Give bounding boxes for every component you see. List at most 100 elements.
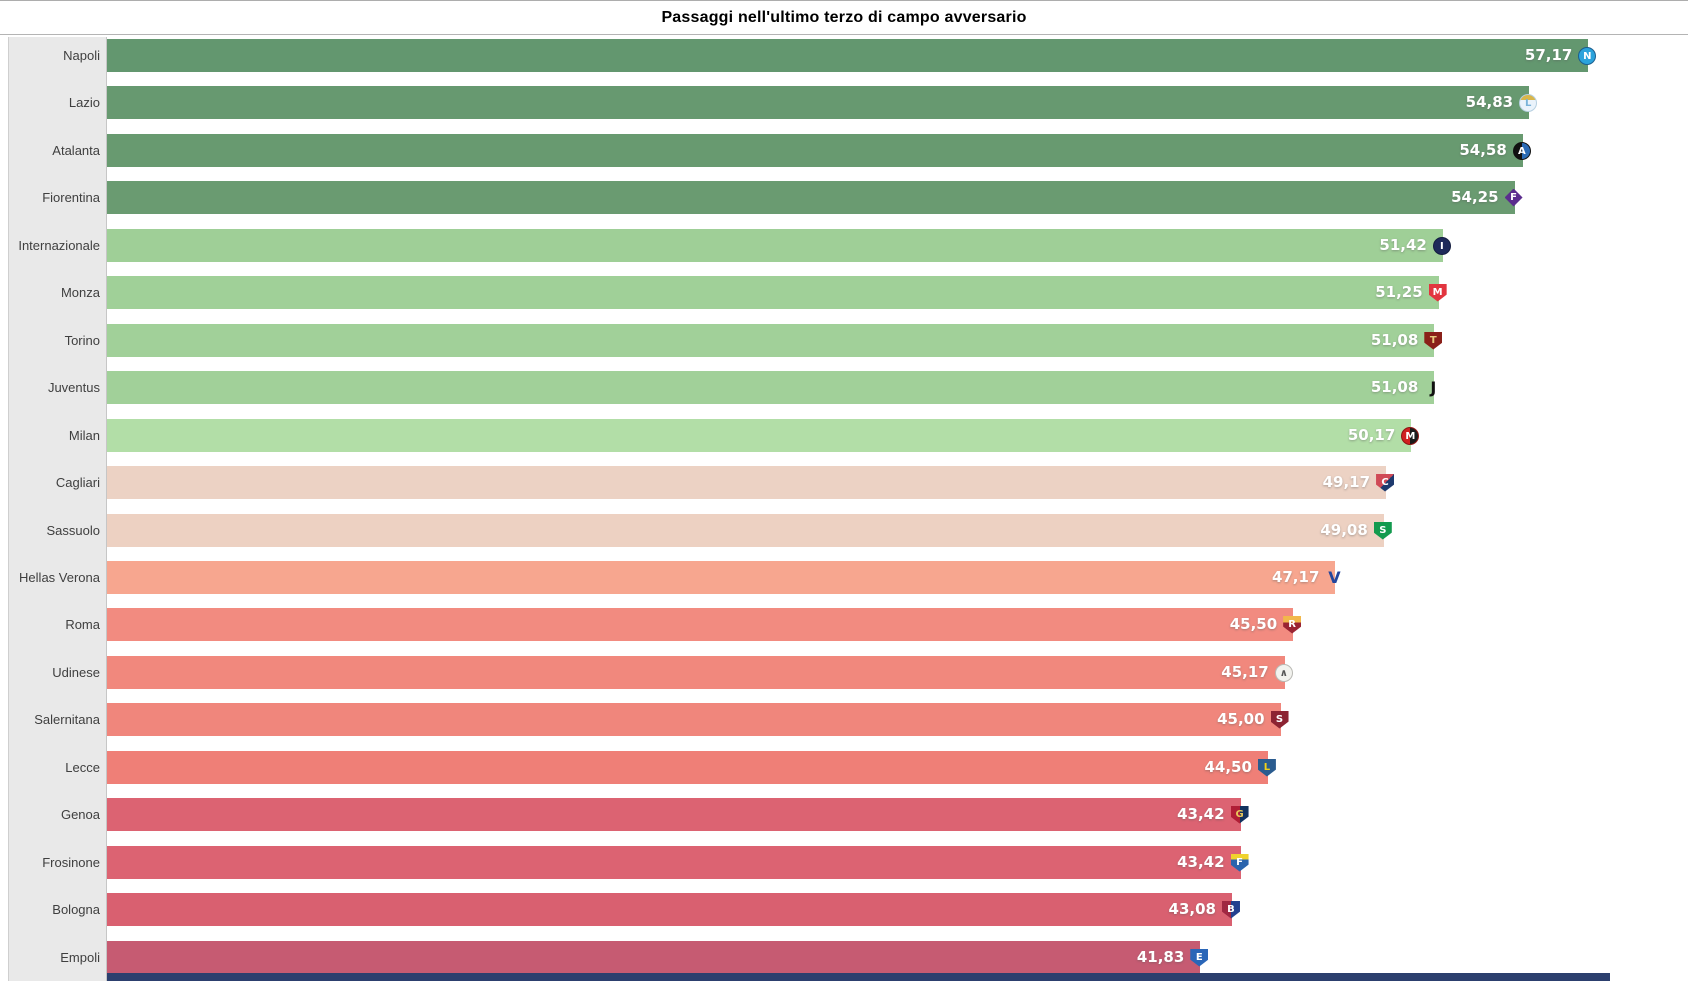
bar-row: Milan 50,17 M: [8, 419, 1688, 452]
chart-title: Passaggi nell'ultimo terzo di campo avve…: [661, 8, 1027, 26]
napoli-bar[interactable]: 57,17 N: [107, 39, 1597, 72]
torino-value-label: 51,08: [1370, 331, 1419, 349]
genoa-value-label: 43,42: [1177, 805, 1225, 823]
atalanta-value-label: 54,58: [1459, 141, 1507, 159]
bologna-crest-icon: B: [1221, 900, 1240, 919]
bar-row: Bologna 43,08 B: [8, 893, 1688, 926]
bar-row: Fiorentina 54,25 F: [8, 181, 1688, 214]
empoli-value-label: 41,83: [1136, 948, 1185, 966]
bar-row: Genoa 43,42 G: [8, 798, 1688, 831]
bar-track: 49,08 S: [107, 514, 1610, 547]
udinese-axis-label: Udinese: [52, 665, 100, 680]
bar-row: Lazio 54,83 L: [8, 86, 1688, 119]
monza-axis-label: Monza: [60, 285, 100, 300]
cagliari-crest-icon: C: [1376, 473, 1395, 492]
monza-crest-icon: M: [1428, 283, 1447, 302]
lecce-value-label: 44,50: [1204, 758, 1252, 776]
sassuolo-bar[interactable]: 49,08 S: [107, 514, 1392, 547]
bar-track: 41,83 E: [107, 941, 1610, 974]
napoli-crest-icon: N: [1578, 46, 1597, 65]
sassuolo-axis-label: Sassuolo: [46, 523, 100, 538]
bar-track: 54,58 A: [107, 134, 1610, 167]
hellas-verona-value-label: 47,17: [1271, 568, 1320, 586]
bar-row: Napoli 57,17 N: [8, 39, 1688, 72]
bar-track: 54,25 F: [107, 181, 1610, 214]
udinese-bar[interactable]: 45,17 ∧: [107, 656, 1293, 689]
bar-track: 51,08 J: [107, 371, 1610, 404]
bologna-axis-label: Bologna: [52, 902, 100, 917]
atalanta-crest-icon: A: [1512, 141, 1531, 160]
bar-track: 51,08 T: [107, 324, 1610, 357]
bar-track: 51,25 M: [107, 276, 1610, 309]
bar-row: Frosinone 43,42 F: [8, 846, 1688, 879]
bar-row: Hellas Verona 47,17 V: [8, 561, 1688, 594]
roma-bar[interactable]: 45,50 R: [107, 608, 1302, 641]
bar-track: 45,00 S: [107, 703, 1610, 736]
bar-row: Sassuolo 49,08 S: [8, 514, 1688, 547]
lazio-axis-label: Lazio: [68, 95, 100, 110]
udinese-value-label: 45,17: [1221, 663, 1269, 681]
bar-track: 51,42 I: [107, 229, 1610, 262]
bar-row: Torino 51,08 T: [8, 324, 1688, 357]
udinese-crest-icon: ∧: [1274, 663, 1293, 682]
bar-track: 57,17 N: [107, 39, 1610, 72]
lazio-bar[interactable]: 54,83 L: [107, 86, 1538, 119]
hellas-verona-crest-icon: V: [1328, 567, 1341, 587]
bar-row: Internazionale 51,42 I: [8, 229, 1688, 262]
torino-crest-icon: T: [1424, 331, 1443, 350]
fiorentina-axis-label: Fiorentina: [42, 190, 100, 205]
lecce-axis-label: Lecce: [65, 760, 100, 775]
fiorentina-bar[interactable]: 54,25 F: [107, 181, 1523, 214]
frosinone-bar[interactable]: 43,42 F: [107, 846, 1249, 879]
bar-row: Juventus 51,08 J: [8, 371, 1688, 404]
hellas-verona-axis-label: Hellas Verona: [19, 570, 100, 585]
roma-crest-icon: R: [1283, 615, 1302, 634]
bar-track: 50,17 M: [107, 419, 1610, 452]
roma-axis-label: Roma: [65, 617, 100, 632]
empoli-axis-label: Empoli: [60, 950, 100, 965]
category-axis-panel: [8, 37, 107, 981]
napoli-value-label: 57,17: [1524, 46, 1573, 64]
bottom-clipped-strip: [107, 973, 1610, 981]
empoli-bar[interactable]: 41,83 E: [107, 941, 1209, 974]
bar-track: 45,50 R: [107, 608, 1610, 641]
bar-track: 43,42 F: [107, 846, 1610, 879]
fiorentina-crest-icon: F: [1504, 188, 1523, 207]
internazionale-bar[interactable]: 51,42 I: [107, 229, 1451, 262]
milan-bar[interactable]: 50,17 M: [107, 419, 1420, 452]
genoa-crest-icon: G: [1230, 805, 1249, 824]
milan-crest-icon: M: [1401, 426, 1420, 445]
torino-bar[interactable]: 51,08 T: [107, 324, 1443, 357]
cagliari-axis-label: Cagliari: [55, 475, 100, 490]
juventus-axis-label: Juventus: [47, 380, 100, 395]
monza-value-label: 51,25: [1375, 283, 1423, 301]
bar-row: Roma 45,50 R: [8, 608, 1688, 641]
salernitana-value-label: 45,00: [1217, 710, 1265, 728]
atalanta-bar[interactable]: 54,58 A: [107, 134, 1531, 167]
atalanta-axis-label: Atalanta: [52, 143, 100, 158]
bologna-bar[interactable]: 43,08 B: [107, 893, 1240, 926]
salernitana-crest-icon: S: [1270, 710, 1289, 729]
empoli-crest-icon: E: [1190, 948, 1209, 967]
napoli-axis-label: Napoli: [63, 48, 100, 63]
hellas-verona-bar[interactable]: 47,17 V: [107, 561, 1341, 594]
juventus-bar[interactable]: 51,08 J: [107, 371, 1436, 404]
internazionale-axis-label: Internazionale: [18, 238, 100, 253]
frosinone-value-label: 43,42: [1177, 853, 1225, 871]
sassuolo-crest-icon: S: [1373, 521, 1392, 540]
bar-track: 49,17 C: [107, 466, 1610, 499]
chart-title-bar: Passaggi nell'ultimo terzo di campo avve…: [0, 1, 1688, 35]
genoa-axis-label: Genoa: [60, 807, 100, 822]
internazionale-value-label: 51,42: [1379, 236, 1427, 254]
lecce-bar[interactable]: 44,50 L: [107, 751, 1276, 784]
fiorentina-value-label: 54,25: [1451, 188, 1499, 206]
monza-bar[interactable]: 51,25 M: [107, 276, 1447, 309]
genoa-bar[interactable]: 43,42 G: [107, 798, 1249, 831]
cagliari-value-label: 49,17: [1322, 473, 1371, 491]
salernitana-bar[interactable]: 45,00 S: [107, 703, 1289, 736]
bar-row: Udinese 45,17 ∧: [8, 656, 1688, 689]
bologna-value-label: 43,08: [1168, 900, 1216, 918]
bar-track: 44,50 L: [107, 751, 1610, 784]
bar-row: Atalanta 54,58 A: [8, 134, 1688, 167]
cagliari-bar[interactable]: 49,17 C: [107, 466, 1395, 499]
